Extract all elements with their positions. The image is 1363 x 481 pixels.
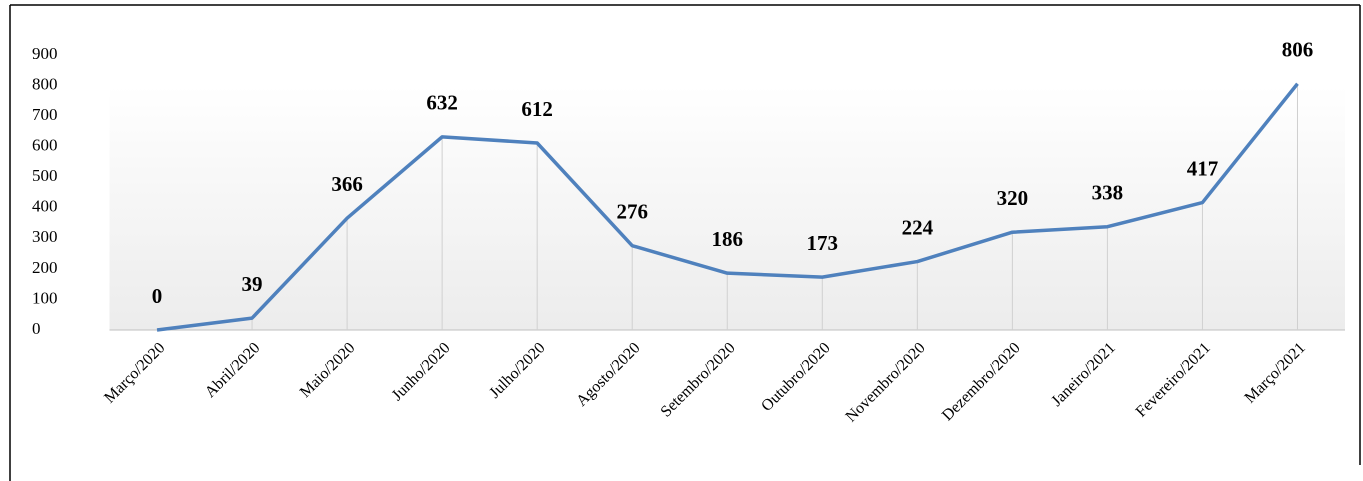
data-label: 276 bbox=[616, 199, 648, 223]
x-tick-label: Março/2020 bbox=[101, 339, 168, 406]
x-tick-label: Outubro/2020 bbox=[758, 339, 834, 415]
x-tick-label: Fevereiro/2021 bbox=[1133, 339, 1214, 420]
x-tick-label: Maio/2020 bbox=[297, 339, 359, 401]
data-label: 806 bbox=[1282, 38, 1314, 62]
y-tick-label: 800 bbox=[32, 74, 58, 93]
data-label: 320 bbox=[997, 186, 1029, 210]
y-tick-label: 200 bbox=[32, 258, 58, 277]
y-tick-label: 400 bbox=[32, 197, 58, 216]
y-tick-label: 700 bbox=[32, 105, 58, 124]
data-label: 173 bbox=[807, 231, 839, 255]
data-label: 39 bbox=[242, 272, 263, 296]
x-tick-label: Setembro/2020 bbox=[658, 339, 739, 420]
y-tick-label: 500 bbox=[32, 166, 58, 185]
x-tick-label: Julho/2020 bbox=[486, 339, 548, 401]
data-label: 417 bbox=[1187, 156, 1219, 180]
y-tick-label: 300 bbox=[32, 227, 58, 246]
y-tick-label: 0 bbox=[32, 319, 41, 338]
x-tick-label: Dezembro/2020 bbox=[939, 339, 1024, 424]
data-label: 186 bbox=[712, 227, 744, 251]
data-label: 366 bbox=[331, 172, 363, 196]
y-tick-label: 100 bbox=[32, 288, 58, 307]
data-label: 0 bbox=[152, 284, 163, 308]
x-tick-label: Abril/2020 bbox=[202, 339, 264, 401]
x-tick-label: Novembro/2020 bbox=[843, 339, 929, 425]
y-tick-label: 900 bbox=[32, 44, 58, 63]
data-label: 612 bbox=[521, 97, 553, 121]
x-tick-label: Março/2021 bbox=[1242, 339, 1309, 406]
data-label: 632 bbox=[426, 91, 458, 115]
data-label: 338 bbox=[1092, 181, 1124, 205]
x-tick-label: Agosto/2020 bbox=[573, 339, 643, 409]
line-series bbox=[156, 82, 1299, 332]
y-tick-label: 600 bbox=[32, 136, 58, 155]
data-label: 224 bbox=[902, 215, 934, 239]
x-tick-label: Junho/2020 bbox=[389, 339, 454, 404]
x-tick-label: Janeiro/2021 bbox=[1048, 339, 1118, 409]
